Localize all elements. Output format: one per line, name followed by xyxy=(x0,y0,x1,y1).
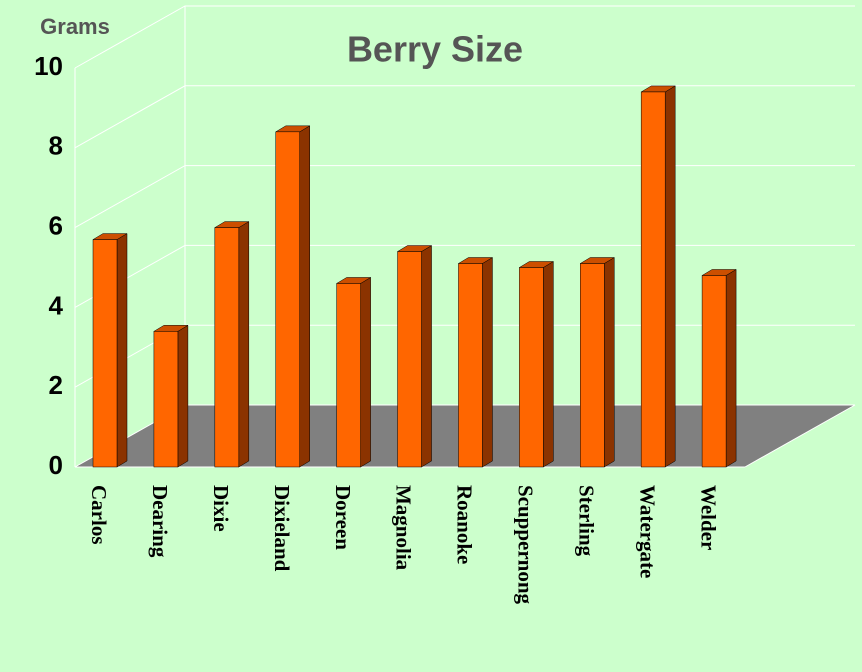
bar-side xyxy=(725,269,737,468)
bar xyxy=(519,267,544,468)
x-tick-label: Roanoke xyxy=(453,485,477,564)
bar xyxy=(92,239,118,468)
bar xyxy=(275,131,300,468)
x-tick-label: Dixie xyxy=(209,485,233,532)
bar xyxy=(640,91,666,468)
y-tick-label: 8 xyxy=(49,131,63,161)
bar-side xyxy=(543,261,554,468)
x-tick-label: Watergate xyxy=(635,485,659,578)
x-tick-label: Dearing xyxy=(148,485,172,558)
bar-side xyxy=(177,324,189,468)
bar-side xyxy=(604,257,615,468)
y-tick-label: 4 xyxy=(49,290,64,320)
x-tick-label: Sterling xyxy=(574,485,598,557)
bar xyxy=(214,227,240,468)
bar xyxy=(701,275,727,468)
bar xyxy=(458,263,483,468)
x-tick-label: Magnolia xyxy=(392,485,416,571)
y-axis-label: Grams xyxy=(40,14,110,39)
bar-side xyxy=(238,221,250,468)
bar-side xyxy=(360,277,371,468)
grid-line xyxy=(74,165,855,229)
bar-side xyxy=(664,85,676,468)
y-tick-label: 0 xyxy=(49,450,63,480)
y-tick-label: 2 xyxy=(49,370,63,400)
bar xyxy=(580,263,605,468)
chart-title: Berry Size xyxy=(347,29,523,70)
grid-line xyxy=(74,5,855,69)
y-tick-label: 10 xyxy=(34,51,63,81)
bar xyxy=(336,283,361,468)
bar xyxy=(153,331,179,468)
y-tick-label: 6 xyxy=(49,210,63,240)
x-tick-label: Doreen xyxy=(331,485,355,550)
x-tick-label: Carlos xyxy=(87,485,111,545)
bar-side xyxy=(421,245,432,468)
bar-side xyxy=(116,233,128,468)
bar xyxy=(397,251,422,468)
x-tick-label: Scuppernong xyxy=(514,485,538,605)
x-tick-label: Dixieland xyxy=(270,485,294,572)
grid-line xyxy=(74,85,855,149)
bar-side xyxy=(299,125,310,468)
bar-side xyxy=(482,257,493,468)
x-tick-label: Welder xyxy=(696,485,720,550)
axis-line xyxy=(744,404,856,468)
